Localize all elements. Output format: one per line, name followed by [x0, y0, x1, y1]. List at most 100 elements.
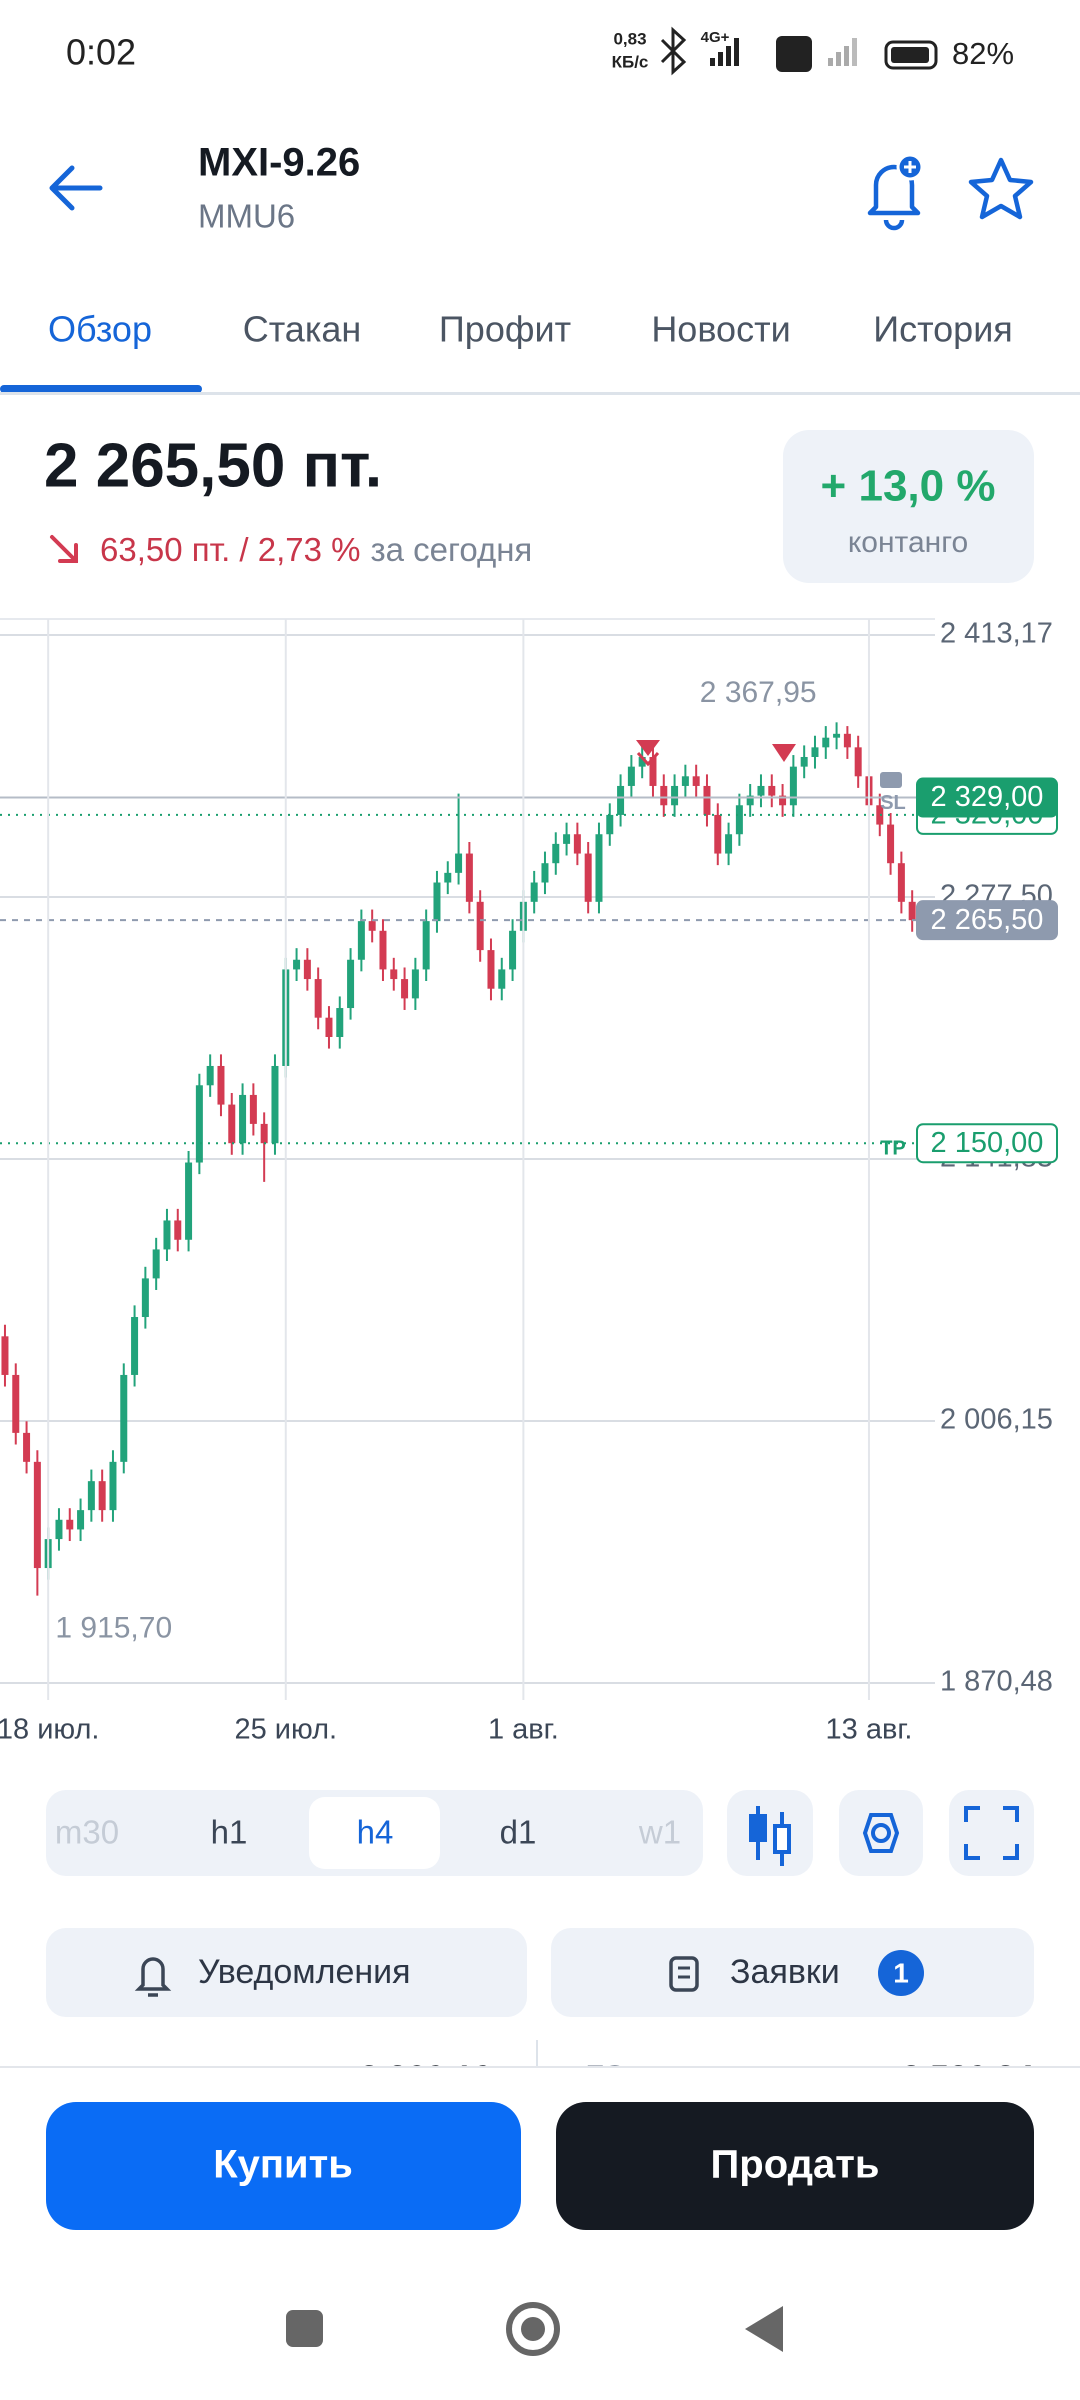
candle-body	[530, 882, 538, 902]
orders-button[interactable]	[551, 1928, 1034, 2017]
level-tag: SL	[880, 792, 906, 814]
battery-text: 82%	[952, 36, 1014, 71]
fullscreen-button[interactable]	[949, 1790, 1034, 1876]
chart-type-button[interactable]	[727, 1790, 813, 1876]
candle-body	[455, 853, 463, 873]
buy-button[interactable]	[46, 2102, 521, 2230]
tab-bar: Обзор Стакан Профит Новости История	[0, 309, 1013, 393]
alerts-label: Уведомления	[198, 1953, 411, 1991]
contango-label: контанго	[848, 526, 968, 559]
orders-icon-lines	[678, 1966, 690, 1979]
x-tick-label: 1 авг.	[488, 1714, 559, 1746]
extreme-label: 2 367,95	[700, 676, 817, 709]
nav-back[interactable]	[745, 2306, 783, 2352]
level-tag: TP	[880, 1137, 906, 1159]
candle-body	[681, 776, 689, 786]
candle-body	[768, 785, 776, 796]
battery-icon	[884, 40, 938, 70]
tab[interactable]: История	[873, 309, 1013, 350]
tab[interactable]: Стакан	[243, 309, 362, 350]
candle-body	[163, 1220, 171, 1250]
tab[interactable]: Новости	[651, 309, 790, 350]
candle-body	[249, 1094, 257, 1124]
candle-body	[498, 969, 506, 989]
alerts-button[interactable]	[46, 1928, 527, 2017]
trade-markers	[636, 740, 796, 767]
candle-body	[152, 1249, 160, 1279]
candle-body	[228, 1104, 236, 1144]
y-tick-label: 2 006,15	[940, 1404, 1053, 1436]
net-speed: 0,83	[613, 29, 646, 48]
nav-home[interactable]	[506, 2302, 560, 2356]
candle-body	[336, 1008, 344, 1038]
bluetooth-icon	[660, 26, 687, 76]
contango-value: + 13,0 %	[821, 462, 996, 511]
change-arrow	[50, 535, 78, 563]
back-button[interactable]	[49, 165, 103, 211]
candle-body	[854, 747, 862, 777]
status-time: 0:02	[66, 32, 136, 73]
y-tick-label: 2 413,17	[940, 618, 1053, 650]
alert-button[interactable]	[867, 153, 924, 231]
candle-body	[141, 1278, 149, 1318]
timeframes: m30 h1 h4 d1 w1	[55, 1797, 681, 1869]
buy-label: Купить	[213, 2143, 353, 2187]
candle-body	[876, 805, 884, 825]
x-tick-label: 25 июл.	[234, 1714, 337, 1746]
timeframe[interactable]: m30	[55, 1814, 119, 1851]
tab[interactable]: Обзор	[48, 309, 152, 350]
timeframe[interactable]: d1	[500, 1814, 537, 1851]
indicators-button[interactable]	[839, 1790, 923, 1876]
signal-icon	[710, 38, 739, 66]
candle-body	[779, 795, 787, 806]
volte-icon	[776, 36, 812, 72]
fullscreen-icon	[964, 1806, 1019, 1860]
candle-body	[671, 785, 679, 806]
orders-label: Заявки	[730, 1953, 840, 1991]
candle-body	[422, 921, 430, 970]
change: 63,50 пт. / 2,73 %	[100, 531, 361, 568]
net-unit: КБ/с	[612, 52, 649, 71]
change-row: 63,50 пт. / 2,73 % за сегодня	[100, 531, 532, 568]
candle-body	[789, 766, 797, 806]
nav-recents[interactable]	[286, 2310, 323, 2347]
candle-body	[271, 1065, 279, 1144]
sell-button[interactable]	[556, 2102, 1034, 2230]
candle-body	[822, 737, 830, 748]
candle-body	[109, 1461, 117, 1511]
signal-icon-2	[828, 38, 857, 66]
sell-label: Продать	[711, 2143, 880, 2187]
candle-body	[617, 785, 625, 815]
level-label: 2 265,50	[931, 904, 1044, 936]
timeframe[interactable]: h4	[357, 1814, 394, 1851]
network-type: 4G+	[701, 29, 730, 46]
instrument-title: MXI-9.26	[198, 141, 360, 185]
candle-body	[217, 1065, 225, 1105]
hexagon-icon	[862, 1813, 900, 1853]
candle-body	[800, 756, 808, 767]
candle-body	[433, 882, 441, 922]
tab[interactable]: Профит	[439, 309, 571, 350]
candle-body	[87, 1481, 95, 1511]
candle-body	[1, 1336, 9, 1375]
level-label: 2 150,00	[931, 1127, 1044, 1159]
level-label: 2 329,00	[931, 781, 1044, 813]
candle-body	[552, 843, 560, 864]
favorite-button[interactable]	[968, 157, 1034, 220]
candle-body	[757, 785, 765, 796]
candle-body	[98, 1481, 106, 1511]
candle-body	[131, 1317, 139, 1375]
x-tick-label: 13 авг.	[826, 1714, 913, 1746]
candle-body	[368, 921, 376, 931]
y-tick-label: 1 870,48	[940, 1666, 1053, 1698]
candle-body	[573, 834, 581, 854]
candle-body	[347, 959, 355, 1009]
timeframe[interactable]: h1	[211, 1814, 248, 1851]
nav-home-dot	[521, 2317, 545, 2341]
chart: 1 870,482 006,152 141,832 277,502 413,17…	[0, 618, 1058, 1746]
candle-body	[735, 805, 743, 835]
timeframe[interactable]: w1	[638, 1814, 681, 1851]
candle-body	[584, 853, 592, 902]
